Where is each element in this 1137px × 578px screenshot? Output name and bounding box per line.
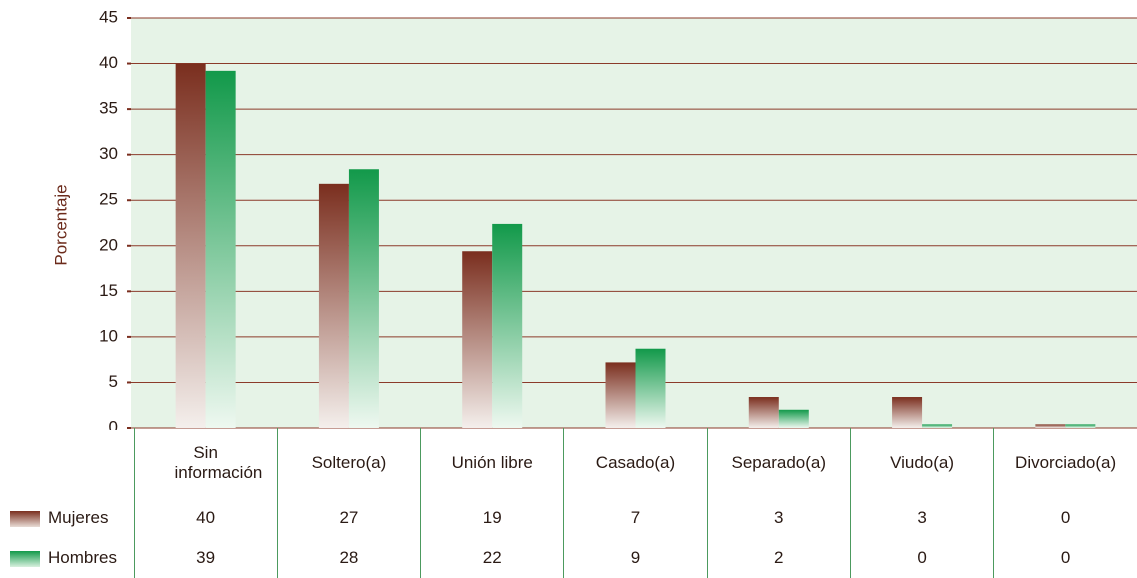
- x-tick-label: Casado(a): [563, 428, 708, 498]
- bar: [922, 424, 953, 428]
- y-tick-label: 5: [109, 372, 118, 391]
- x-tick-label: Soltero(a): [276, 428, 421, 498]
- bar: [492, 223, 523, 428]
- bar: [1035, 424, 1066, 428]
- data-label: 28: [276, 538, 421, 578]
- data-label: 39: [133, 538, 278, 578]
- legend-label: Mujeres: [48, 508, 109, 527]
- bar: [748, 397, 779, 428]
- chart: Porcentaje 0 5 10 15 20 25 30 35 40 45: [51, 7, 1137, 430]
- y-tick-label: 40: [99, 53, 118, 72]
- data-label: 0: [993, 498, 1137, 538]
- x-tick-label: Sin información: [133, 428, 278, 498]
- x-tick-label: Unión libre: [420, 428, 564, 498]
- y-tick-label: 35: [99, 99, 118, 118]
- legend-label: Hombres: [48, 548, 117, 567]
- y-tick-label: 10: [99, 326, 118, 345]
- x-tick-label: Divorciado(a): [993, 428, 1137, 498]
- x-tick-label: Separado(a): [706, 428, 851, 498]
- legend-entry: Mujeres: [0, 498, 134, 538]
- bar: [778, 409, 809, 428]
- data-label: 3: [706, 498, 851, 538]
- y-axis-label: Porcentaje: [51, 184, 70, 265]
- y-tick-label: 0: [109, 417, 118, 430]
- bar: [348, 169, 379, 428]
- data-table: Sin información Soltero(a) Unión libre Casa…: [0, 428, 1137, 578]
- data-label: 0: [849, 538, 994, 578]
- bar: [635, 348, 666, 428]
- data-label: 19: [420, 498, 564, 538]
- y-tick-label: 45: [99, 7, 118, 26]
- x-tick-label: Viudo(a): [849, 428, 994, 498]
- data-label: 40: [133, 498, 278, 538]
- bar: [318, 183, 349, 428]
- data-label: 27: [276, 498, 421, 538]
- bar: [1065, 424, 1096, 428]
- data-label: 22: [420, 538, 564, 578]
- data-label: 7: [563, 498, 708, 538]
- legend-entry: Hombres: [0, 538, 134, 578]
- y-tick-label: 20: [99, 235, 118, 254]
- bar: [205, 70, 236, 428]
- bar: [892, 397, 923, 428]
- bar: [605, 362, 636, 428]
- y-tick-label: 30: [99, 144, 118, 163]
- y-tick-label: 15: [99, 281, 118, 300]
- bar: [175, 63, 206, 429]
- data-label: 9: [563, 538, 708, 578]
- data-label: 3: [849, 498, 994, 538]
- data-label: 2: [706, 538, 851, 578]
- bar: [462, 251, 493, 428]
- data-label: 0: [993, 538, 1137, 578]
- y-tick-label: 25: [99, 190, 118, 209]
- plot-area: [131, 18, 1137, 428]
